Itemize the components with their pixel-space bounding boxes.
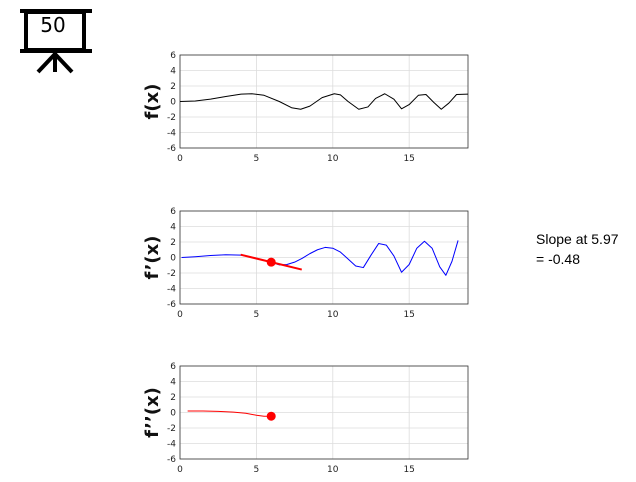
fdoubleprime-y-tick-label: 0 xyxy=(170,409,176,419)
fprime-y-tick-label: -2 xyxy=(167,269,176,279)
fdoubleprime-y-tick-label: -6 xyxy=(167,455,176,465)
f-y-tick-label: 0 xyxy=(170,98,176,108)
f-y-tick-label: -6 xyxy=(167,144,176,154)
fprime-y-axis-label: f’(x) xyxy=(142,236,163,280)
f-y-axis-label: f(x) xyxy=(142,84,163,120)
fdoubleprime-y-axis-label: f’’(x) xyxy=(142,387,163,438)
f-series-line xyxy=(179,93,469,110)
fprime-x-tick-label: 10 xyxy=(327,310,339,320)
f-y-tick-label: -4 xyxy=(167,129,176,139)
fdoubleprime-x-tick-label: 0 xyxy=(177,465,183,475)
fdoubleprime-y-tick-label: 2 xyxy=(170,393,176,403)
fdoubleprime-highlight-point xyxy=(266,411,276,421)
f-x-tick-label: 0 xyxy=(177,154,183,164)
fdoubleprime-x-tick-label: 5 xyxy=(254,465,260,475)
f-y-tick-label: 2 xyxy=(170,82,176,92)
fprime-y-tick-label: 0 xyxy=(170,254,176,264)
slide-number: 50 xyxy=(40,13,66,37)
fdoubleprime-x-tick-label: 10 xyxy=(327,465,339,475)
fprime-y-tick-label: 4 xyxy=(170,223,176,233)
fdoubleprime-series-line xyxy=(187,410,272,417)
slope-annotation: Slope at 5.97 = -0.48 xyxy=(536,229,619,269)
fdoubleprime-y-tick-label: 6 xyxy=(170,362,176,372)
f-x-tick-label: 15 xyxy=(403,154,414,164)
fprime-y-tick-label: 6 xyxy=(170,207,176,217)
f-x-tick-label: 10 xyxy=(327,154,339,164)
fprime-x-tick-label: 5 xyxy=(254,310,260,320)
f-x-tick-label: 5 xyxy=(254,154,260,164)
fprime-y-tick-label: -6 xyxy=(167,300,176,310)
fdoubleprime-y-tick-label: 4 xyxy=(170,378,176,388)
f-y-tick-label: -2 xyxy=(167,113,176,123)
presentation-board-icon xyxy=(20,8,92,76)
fdoubleprime-y-tick-label: -2 xyxy=(167,424,176,434)
fprime-y-tick-label: 2 xyxy=(170,238,176,248)
slope-annotation-line2: = -0.48 xyxy=(536,251,580,267)
f-y-tick-label: 6 xyxy=(170,51,176,61)
fdoubleprime-y-tick-label: -4 xyxy=(167,440,176,450)
fprime-x-tick-label: 15 xyxy=(403,310,414,320)
fdoubleprime-x-tick-label: 15 xyxy=(403,465,414,475)
f-y-tick-label: 4 xyxy=(170,67,176,77)
fdoubleprime-axes-frame xyxy=(179,365,469,460)
slope-annotation-line1: Slope at 5.97 xyxy=(536,231,619,247)
fprime-highlight-point xyxy=(266,257,276,267)
fprime-axes-frame xyxy=(179,210,469,305)
fprime-y-tick-label: -4 xyxy=(167,285,176,295)
fprime-x-tick-label: 0 xyxy=(177,310,183,320)
